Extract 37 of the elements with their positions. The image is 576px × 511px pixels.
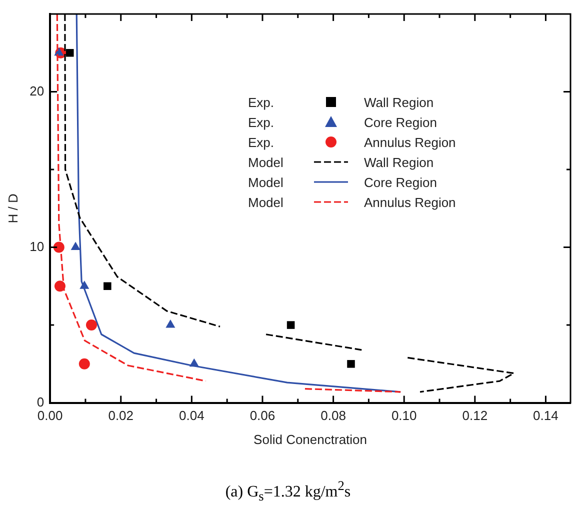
x-tick-label: 0.10 [391,408,417,424]
point [104,282,112,290]
point [189,358,199,367]
point [166,320,176,328]
annotation: Model [248,154,284,170]
point [347,360,355,368]
x-tick-label: 0.04 [179,408,204,424]
y-tick-label: 10 [30,238,44,254]
point [70,242,80,250]
x-tick-label: 0.00 [37,408,63,424]
x-tick-label: 0.14 [533,408,558,424]
y-tick-label: 0 [36,394,44,410]
point [78,358,90,370]
legend-label: Wall Region [364,94,434,110]
legend-label: Core Region [364,114,437,130]
y-tick-label: 20 [30,83,44,98]
point [286,321,295,329]
point [66,48,74,57]
annotation: Exp. [248,134,276,150]
y-axis-title: H / D [5,194,20,224]
annotation: Exp. [248,114,276,130]
legend-label: Annulus Region [364,134,456,150]
x-tick-label: 0.12 [462,408,488,424]
x-tick-label: 0.06 [250,408,276,424]
x-axis-title: Solid Conenctration [254,432,368,447]
legend-label: Annulus Region [364,194,456,210]
text: (a) G$_{s}$=1.32 kg/m$^{2}$s [224,478,352,505]
point [86,320,97,331]
annotation: Exp. [248,94,276,110]
annotation: Model [248,174,284,190]
legend-label: Wall Region [364,154,434,170]
legend-label: Core Region [364,174,437,190]
x-tick-label: 0.02 [108,408,134,424]
point [54,280,66,292]
x-tick-label: 0.08 [320,408,346,424]
point [80,280,90,289]
annotation: Model [248,194,284,210]
